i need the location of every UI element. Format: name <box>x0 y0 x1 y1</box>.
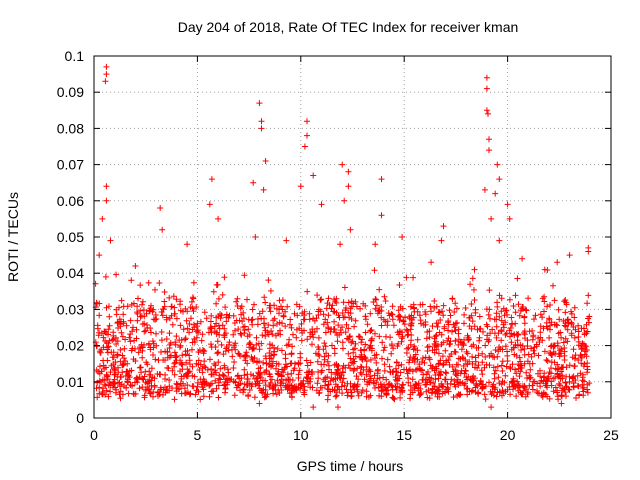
y-tick-label: 0.05 <box>57 229 84 245</box>
chart-title: Day 204 of 2018, Rate Of TEC Index for r… <box>178 19 519 35</box>
x-axis-label: GPS time / hours <box>297 458 404 474</box>
x-tick-label: 10 <box>293 427 309 443</box>
y-tick-label: 0.1 <box>65 48 85 64</box>
y-axis-label: ROTI / TECUs <box>5 192 21 282</box>
x-tick-label: 15 <box>396 427 412 443</box>
y-tick-label: 0 <box>76 410 84 426</box>
y-tick-label: 0.02 <box>57 338 84 354</box>
roti-plus-markers <box>92 63 593 411</box>
axis-ticks <box>93 55 612 419</box>
y-tick-label: 0.03 <box>57 301 84 317</box>
y-axis-tick-labels: 0 0.01 0.02 0.03 0.04 0.05 0.06 0.07 0.08 0.09 0.1 <box>57 48 84 426</box>
x-axis-tick-labels: 0 5 10 15 20 25 <box>90 427 619 443</box>
roti-series-points <box>92 63 593 411</box>
y-tick-label: 0.08 <box>57 120 84 136</box>
x-tick-label: 5 <box>194 427 202 443</box>
y-tick-label: 0.09 <box>57 84 84 100</box>
y-tick-label: 0.01 <box>57 374 84 390</box>
x-tick-label: 25 <box>603 427 619 443</box>
y-tick-label: 0.07 <box>57 157 84 173</box>
x-tick-label: 0 <box>90 427 98 443</box>
data-points <box>92 63 593 411</box>
y-tick-label: 0.04 <box>57 265 84 281</box>
y-tick-label: 0.06 <box>57 193 84 209</box>
x-tick-label: 20 <box>500 427 516 443</box>
